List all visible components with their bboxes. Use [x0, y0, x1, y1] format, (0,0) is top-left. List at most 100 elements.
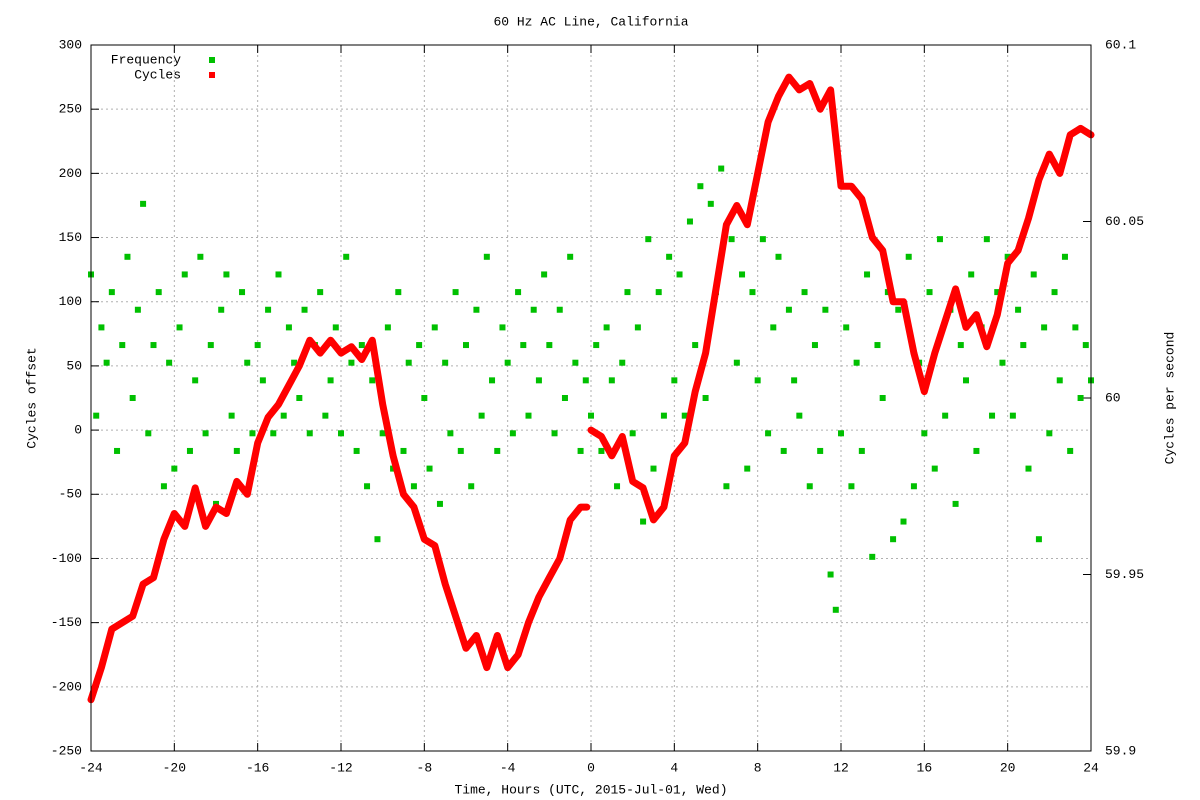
frequency-point: [327, 377, 334, 384]
frequency-point: [692, 342, 699, 349]
frequency-point: [322, 412, 329, 419]
frequency-point: [317, 289, 324, 296]
frequency-point: [160, 483, 167, 490]
frequency-point: [395, 289, 402, 296]
y-tick-label: -250: [51, 743, 82, 758]
legend-label: Cycles: [134, 67, 181, 82]
legend-label: Frequency: [111, 52, 181, 67]
y2-tick-label: 60.05: [1105, 214, 1144, 229]
x-tick-label: -4: [500, 760, 516, 775]
y2-axis-label: Cycles per second: [1162, 332, 1177, 465]
frequency-point: [301, 306, 308, 313]
frequency-point: [603, 324, 610, 331]
y-tick-label: 50: [66, 358, 82, 373]
frequency-point: [1072, 324, 1079, 331]
frequency-point: [296, 395, 303, 401]
frequency-point: [166, 359, 173, 366]
frequency-point: [421, 395, 428, 401]
frequency-point: [478, 412, 485, 419]
frequency-point: [244, 359, 251, 366]
frequency-point: [942, 412, 949, 419]
frequency-point: [588, 412, 594, 419]
y2-tick-label: 59.95: [1105, 567, 1144, 582]
frequency-point: [530, 306, 537, 313]
frequency-point: [806, 483, 813, 490]
frequency-point: [749, 289, 756, 296]
x-tick-label: -24: [79, 760, 103, 775]
frequency-point: [374, 536, 381, 543]
frequency-point: [1067, 447, 1074, 454]
frequency-point: [817, 447, 824, 454]
frequency-point: [848, 483, 855, 490]
frequency-point: [442, 359, 449, 366]
frequency-point: [129, 395, 136, 401]
frequency-point: [489, 377, 496, 384]
cycles-line: [87, 73, 1095, 704]
frequency-point: [671, 377, 678, 384]
frequency-point: [306, 430, 313, 437]
frequency-point: [905, 253, 912, 260]
x-tick-label: -12: [329, 760, 352, 775]
frequency-point: [546, 342, 553, 349]
frequency-point: [1009, 412, 1016, 419]
frequency-point: [1035, 536, 1042, 543]
frequency-point: [582, 377, 589, 384]
frequency-point: [192, 377, 199, 384]
frequency-point: [353, 447, 360, 454]
frequency-point: [858, 447, 865, 454]
frequency-point: [770, 324, 777, 331]
frequency-point: [270, 430, 277, 437]
frequency-point: [900, 518, 907, 525]
frequency-point: [452, 289, 459, 296]
frequency-point: [1041, 324, 1048, 331]
frequency-point: [843, 324, 850, 331]
x-tick-label: 0: [587, 760, 595, 775]
frequency-point: [759, 236, 766, 243]
frequency-point: [827, 571, 834, 578]
frequency-point: [275, 271, 282, 278]
x-tick-label: 16: [917, 760, 933, 775]
frequency-point: [535, 377, 542, 384]
frequency-point: [405, 359, 412, 366]
frequency-point: [332, 324, 339, 331]
frequency-point: [666, 253, 673, 260]
frequency-point: [416, 342, 423, 349]
y-tick-label: -200: [51, 679, 82, 694]
frequency-point: [879, 395, 886, 401]
frequency-point: [676, 271, 683, 278]
frequency-point: [197, 253, 204, 260]
frequency-point: [504, 359, 511, 366]
frequency-point: [494, 447, 501, 454]
frequency-point: [515, 289, 522, 296]
frequency-point: [379, 430, 386, 437]
legend-marker: [209, 57, 215, 63]
frequency-point: [233, 447, 240, 454]
frequency-point: [134, 306, 141, 313]
y-tick-label: -50: [59, 487, 82, 502]
frequency-point: [921, 430, 928, 437]
frequency-point: [567, 253, 574, 260]
frequency-point: [114, 447, 121, 454]
x-axis-label: Time, Hours (UTC, 2015-Jul-01, Wed): [454, 782, 727, 797]
frequency-point: [853, 359, 860, 366]
frequency-point: [338, 430, 344, 437]
frequency-point: [384, 324, 391, 331]
frequency-point: [869, 553, 876, 560]
frequency-point: [864, 271, 871, 278]
frequency-point: [400, 447, 407, 454]
x-tick-label: -8: [417, 760, 433, 775]
y-tick-label: 150: [59, 230, 82, 245]
x-tick-label: 12: [833, 760, 849, 775]
frequency-point: [1051, 289, 1058, 296]
frequency-point: [963, 377, 969, 384]
frequency-point: [364, 483, 371, 490]
frequency-point: [608, 377, 615, 384]
frequency-point: [556, 306, 563, 313]
frequency-point: [259, 377, 266, 384]
frequency-point: [228, 412, 235, 419]
frequency-point: [457, 447, 464, 454]
frequency-point: [140, 200, 147, 207]
frequency-point: [973, 447, 980, 454]
y-tick-label: 100: [59, 294, 82, 309]
frequency-point: [103, 359, 110, 366]
